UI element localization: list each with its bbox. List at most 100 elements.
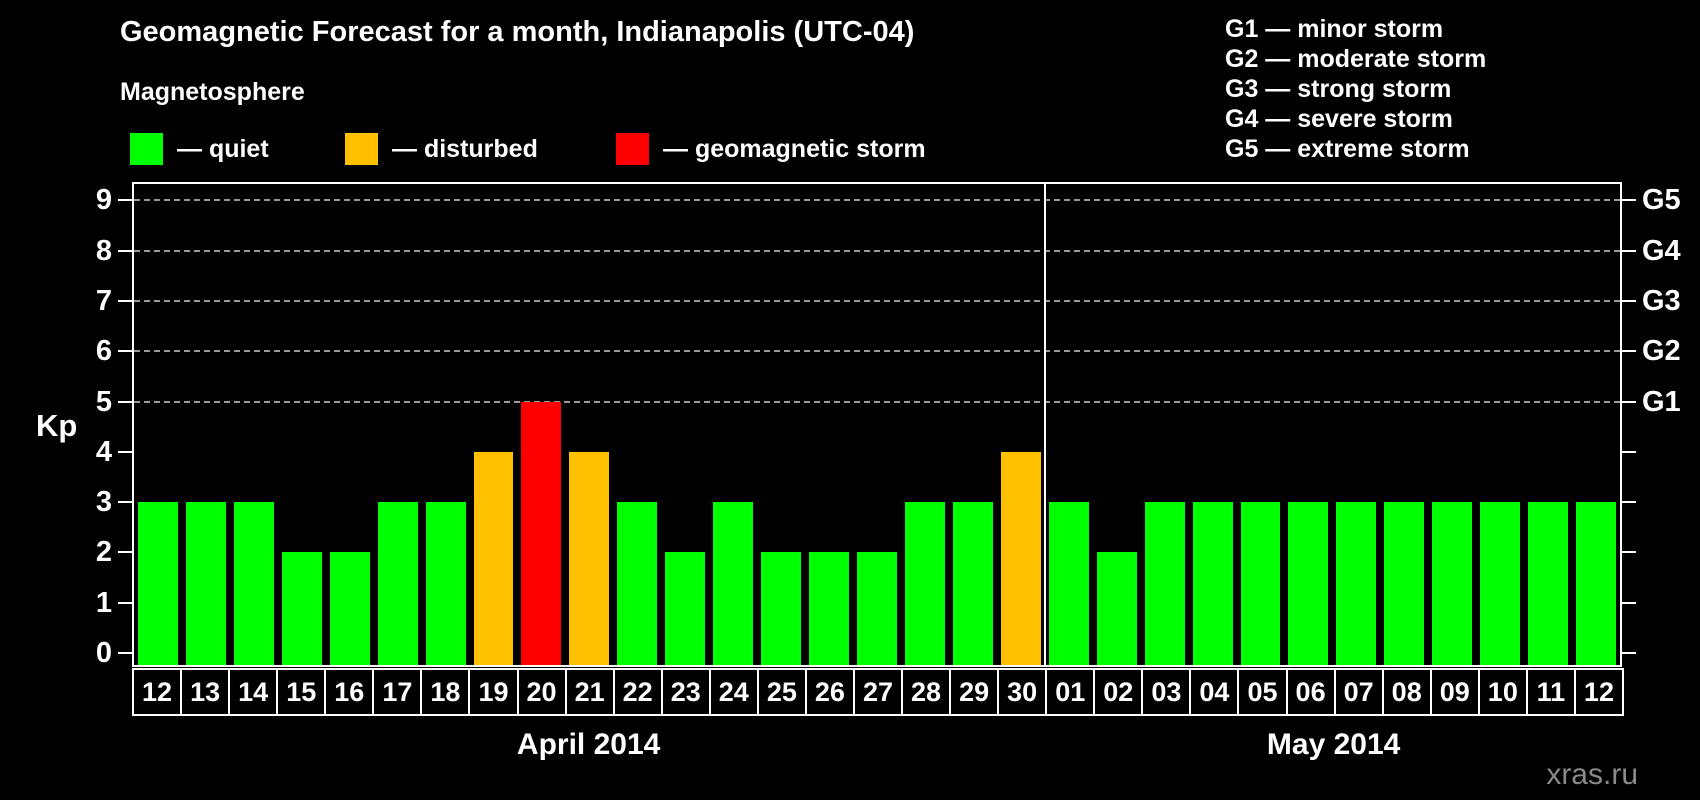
y-axis-tick xyxy=(118,199,132,202)
storm-scale-legend: G1 — minor storm G2 — moderate storm G3 … xyxy=(1225,14,1486,164)
kp-bar xyxy=(713,502,754,665)
day-label: 12 xyxy=(132,668,183,716)
kp-bar xyxy=(138,502,178,665)
day-label: 15 xyxy=(276,668,327,716)
kp-bar xyxy=(1096,552,1137,665)
kp-bar xyxy=(1240,502,1281,665)
y-axis-tick xyxy=(118,400,132,403)
y-axis-tick xyxy=(118,299,132,302)
day-label: 05 xyxy=(1237,668,1288,716)
grid-line xyxy=(134,249,1620,252)
y-tick-label: 3 xyxy=(95,486,112,519)
storm-scale-line: G5 — extreme storm xyxy=(1225,135,1470,163)
day-label: 30 xyxy=(997,668,1048,716)
day-label: 23 xyxy=(660,668,711,716)
kp-bar xyxy=(761,552,802,665)
kp-bar xyxy=(1528,502,1569,665)
y-tick-label: 6 xyxy=(95,335,112,368)
day-label: 09 xyxy=(1429,668,1480,716)
storm-scale-line: G4 — severe storm xyxy=(1225,105,1453,133)
storm-level-label: G3 xyxy=(1642,284,1681,317)
kp-bar xyxy=(185,502,226,665)
day-label: 12 xyxy=(1573,668,1624,716)
kp-bar xyxy=(1048,502,1089,665)
kp-bar xyxy=(1000,451,1041,665)
day-label: 10 xyxy=(1477,668,1528,716)
day-label: 22 xyxy=(612,668,663,716)
storm-scale-line: G3 — strong storm xyxy=(1225,75,1452,103)
storm-level-label: G4 xyxy=(1642,234,1681,267)
kp-bar xyxy=(952,502,993,665)
day-label: 14 xyxy=(228,668,279,716)
day-label: 27 xyxy=(852,668,904,716)
storm-scale-line: G2 — moderate storm xyxy=(1225,45,1487,73)
kp-bar xyxy=(665,552,706,665)
kp-bar xyxy=(233,502,274,665)
day-label: 04 xyxy=(1189,668,1240,716)
storm-level-label: G5 xyxy=(1642,184,1681,217)
quiet-swatch-icon xyxy=(130,133,163,165)
y-axis-tick xyxy=(1622,551,1636,554)
day-label: 29 xyxy=(949,668,1000,716)
legend-label: — geomagnetic storm xyxy=(663,134,926,163)
kp-bar xyxy=(904,502,945,665)
storm-scale-line: G1 — minor storm xyxy=(1225,15,1444,43)
y-axis-tick xyxy=(1622,450,1636,453)
day-label: 21 xyxy=(564,668,615,716)
kp-bar xyxy=(569,451,610,665)
y-tick-label: 7 xyxy=(95,284,112,317)
day-label: 24 xyxy=(708,668,759,716)
legend-item-quiet: — quiet xyxy=(130,133,269,165)
grid-line xyxy=(134,299,1620,302)
legend-item-disturbed: — disturbed xyxy=(345,133,538,165)
y-tick-label: 8 xyxy=(95,234,112,267)
kp-bar xyxy=(809,552,850,665)
kp-bar xyxy=(377,502,418,665)
month-label: May 2014 xyxy=(1266,728,1401,761)
kp-bar xyxy=(1288,502,1329,665)
day-label: 18 xyxy=(420,668,471,716)
kp-bar xyxy=(1336,502,1377,665)
kp-bar xyxy=(281,552,322,665)
kp-bar xyxy=(617,502,658,665)
y-axis-tick xyxy=(1622,299,1636,302)
grid-line xyxy=(134,199,1620,202)
day-label: 03 xyxy=(1141,668,1192,716)
storm-swatch-icon xyxy=(616,133,649,165)
y-axis-tick xyxy=(118,249,132,252)
day-label: 13 xyxy=(180,668,231,716)
y-axis-tick xyxy=(118,501,132,504)
y-tick-label: 5 xyxy=(95,385,112,418)
kp-bar xyxy=(1480,502,1521,665)
day-label: 11 xyxy=(1525,668,1576,716)
y-axis-tick xyxy=(118,652,132,654)
day-label: 17 xyxy=(372,668,423,716)
kp-bar xyxy=(425,502,466,665)
day-label: 19 xyxy=(468,668,519,716)
grid-line xyxy=(134,350,1620,353)
y-tick-label: 9 xyxy=(95,184,112,217)
storm-level-label: G1 xyxy=(1642,385,1681,418)
day-label: 08 xyxy=(1381,668,1432,716)
kp-bar xyxy=(1576,502,1616,665)
y-axis-tick xyxy=(1622,601,1636,604)
plot-area xyxy=(132,182,1622,667)
month-separator xyxy=(1043,184,1046,665)
day-label: 01 xyxy=(1045,668,1096,716)
y-axis-tick xyxy=(1622,501,1636,504)
day-label: 28 xyxy=(901,668,952,716)
day-label: 02 xyxy=(1093,668,1144,716)
y-axis-tick xyxy=(1622,400,1636,403)
y-tick-label: 1 xyxy=(95,586,112,619)
y-tick-label: 4 xyxy=(95,435,112,468)
watermark: xras.ru xyxy=(1546,758,1638,791)
y-tick-label: 2 xyxy=(95,536,112,569)
day-label: 20 xyxy=(516,668,567,716)
day-label: 06 xyxy=(1285,668,1336,716)
y-axis-tick xyxy=(1622,249,1636,252)
y-axis-tick xyxy=(118,551,132,554)
y-axis-title: Kp xyxy=(36,408,78,443)
day-label: 07 xyxy=(1333,668,1384,716)
storm-level-label: G2 xyxy=(1642,335,1681,368)
